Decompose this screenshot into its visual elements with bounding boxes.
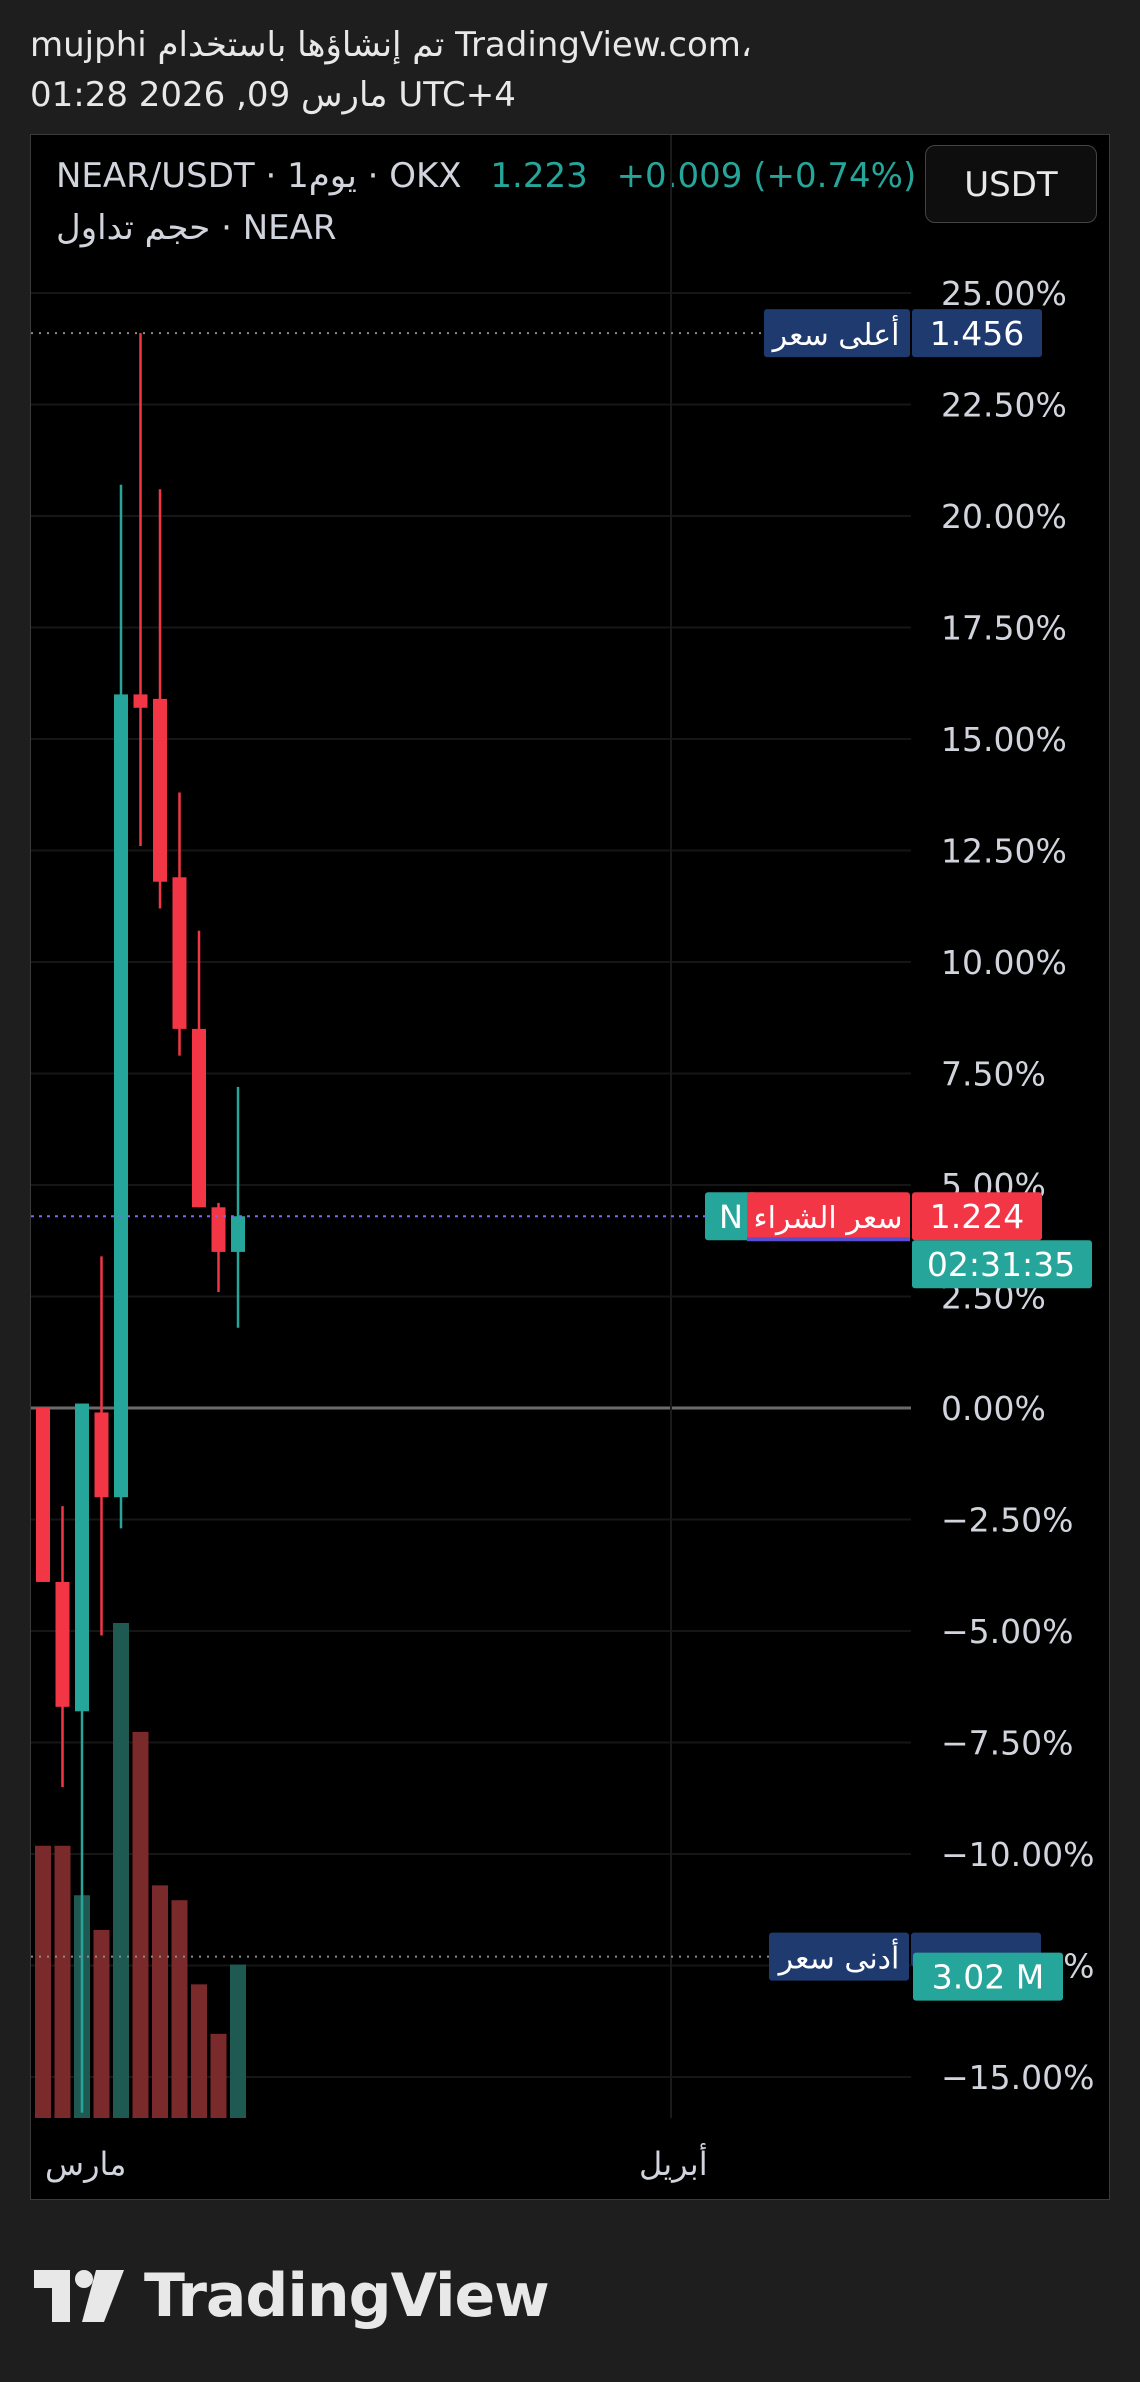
y-tick-label: −7.50% bbox=[941, 1724, 1073, 1763]
volume-bar bbox=[54, 1845, 71, 2118]
y-tick-label: 20.00% bbox=[941, 497, 1067, 536]
candle-body[interactable] bbox=[55, 1581, 70, 1707]
n-badge bbox=[705, 1192, 757, 1241]
y-tick-label: −15.00% bbox=[941, 2058, 1094, 2097]
price-change: +0.009 (+0.74%) bbox=[616, 156, 917, 196]
volume-bar bbox=[210, 2033, 227, 2118]
countdown-badge bbox=[912, 1240, 1092, 1289]
low-label-badge bbox=[769, 1932, 909, 1981]
volume-value-badge bbox=[913, 1952, 1063, 2001]
buy-label-badge bbox=[747, 1192, 910, 1241]
high-value-text: 1.456 bbox=[930, 314, 1024, 353]
volume-bar bbox=[113, 1623, 129, 2118]
y-tick-label: 12.50% bbox=[941, 832, 1067, 871]
y-tick-label: 17.50% bbox=[941, 609, 1067, 648]
low-label-text: أدنى سعر bbox=[777, 1938, 900, 1977]
symbol-legend: NEAR/USDT · 1يوم · OKX 1.223 +0.009 (+0.… bbox=[56, 151, 916, 201]
timestamp-line: 01:28 2026 ,09 مارس UTC+4 bbox=[30, 75, 516, 115]
volume-bar bbox=[35, 1845, 51, 2118]
price-chart-svg[interactable]: 25.00% 22.50% 20.00% 17.50% 15.00% 12.50% 10.0… bbox=[31, 135, 1109, 2199]
chart-header: mujphi تم إنشاؤها باستخدام TradingView.c… bbox=[30, 20, 752, 120]
volume-bar bbox=[132, 1731, 149, 2118]
y-tick-label: 25.00% bbox=[941, 274, 1067, 313]
last-price-value: 1.223 bbox=[490, 156, 588, 196]
y-tick-label: −10.00% bbox=[941, 1835, 1094, 1874]
footer-logo: TradingView bbox=[34, 2256, 550, 2336]
x-label-march: مارس bbox=[45, 2145, 126, 2183]
author-line: mujphi تم إنشاؤها باستخدام TradingView.c… bbox=[30, 25, 752, 65]
y-tick-label: 10.00% bbox=[941, 943, 1067, 982]
x-label-april: أبريل bbox=[639, 2143, 708, 2183]
candle-body[interactable] bbox=[94, 1412, 109, 1498]
volume-bar bbox=[230, 1964, 246, 2118]
y-tick-label: 15.00% bbox=[941, 720, 1067, 759]
candle-body[interactable] bbox=[153, 698, 167, 882]
countdown-text: 02:31:35 bbox=[927, 1245, 1075, 1284]
volume-bar bbox=[191, 1984, 207, 2118]
y-tick-label: −2.50% bbox=[941, 1501, 1073, 1540]
candle-body[interactable] bbox=[36, 1408, 50, 1582]
volume-value-text: 3.02 M bbox=[932, 1958, 1044, 1997]
candle-body[interactable] bbox=[211, 1207, 226, 1252]
volume-legend[interactable]: حجم تداول · NEAR bbox=[56, 208, 337, 248]
y-tick-label: −5.00% bbox=[941, 1612, 1073, 1651]
candle-body[interactable] bbox=[133, 694, 148, 708]
y-tick-label: 7.50% bbox=[941, 1055, 1046, 1094]
last-price-badge bbox=[912, 1192, 1042, 1241]
symbol-label[interactable]: NEAR/USDT · 1يوم · OKX bbox=[56, 156, 462, 196]
currency-button[interactable]: USDT bbox=[925, 145, 1097, 223]
high-value-badge bbox=[912, 309, 1042, 358]
last-price-badge-text: 1.224 bbox=[930, 1197, 1024, 1236]
candle-body[interactable] bbox=[114, 694, 128, 1498]
chart-panel[interactable]: NEAR/USDT · 1يوم · OKX 1.223 +0.009 (+0.… bbox=[30, 134, 1110, 2200]
candle-body[interactable] bbox=[75, 1403, 89, 1712]
volume-bar bbox=[152, 1885, 168, 2118]
candle-body[interactable] bbox=[172, 877, 187, 1029]
y-tick-label: 0.00% bbox=[941, 1389, 1046, 1428]
candle-body[interactable] bbox=[231, 1216, 245, 1252]
high-label-badge bbox=[764, 309, 910, 358]
high-label-text: أعلى سعر bbox=[771, 314, 900, 353]
tradingview-logo-icon bbox=[34, 2270, 124, 2322]
brand-name: TradingView bbox=[144, 2261, 550, 2331]
buy-label-text: سعر الشراء bbox=[754, 1201, 903, 1236]
volume-bar bbox=[93, 1929, 110, 2118]
n-badge-text: N bbox=[719, 1198, 743, 1236]
y-tick-label: 22.50% bbox=[941, 386, 1067, 425]
candle-body[interactable] bbox=[192, 1028, 206, 1208]
volume-bar bbox=[171, 1900, 188, 2118]
